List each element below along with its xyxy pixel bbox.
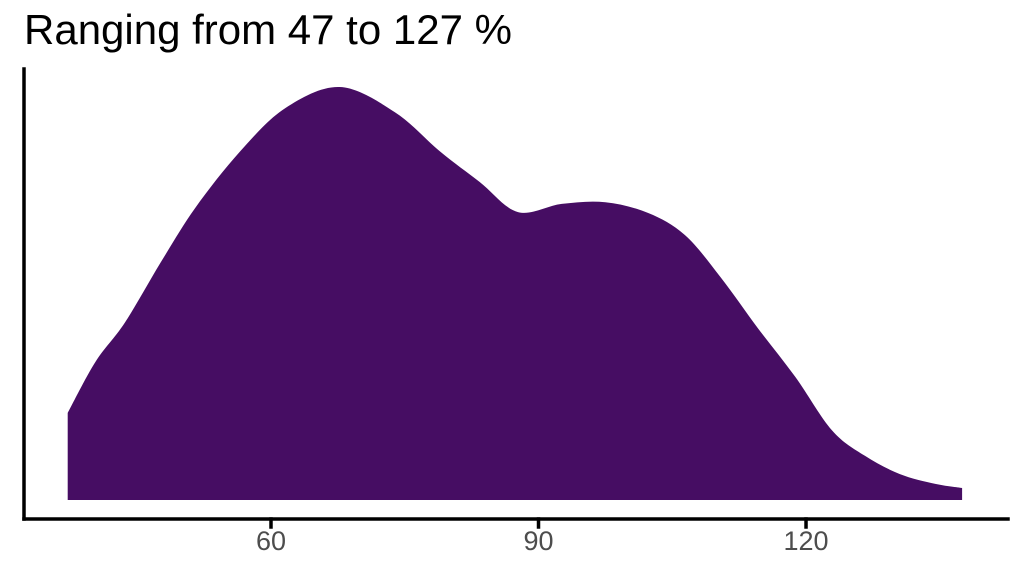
x-axis-tick-label: 60	[256, 526, 286, 556]
x-axis-ticks	[269, 517, 808, 529]
x-axis-tick-label: 120	[783, 526, 828, 556]
x-axis-tick-labels: 60 90 120	[256, 526, 829, 556]
chart-title: Ranging from 47 to 127 %	[24, 6, 512, 53]
density-area	[67, 86, 963, 500]
x-axis-tick-label: 90	[523, 526, 553, 556]
